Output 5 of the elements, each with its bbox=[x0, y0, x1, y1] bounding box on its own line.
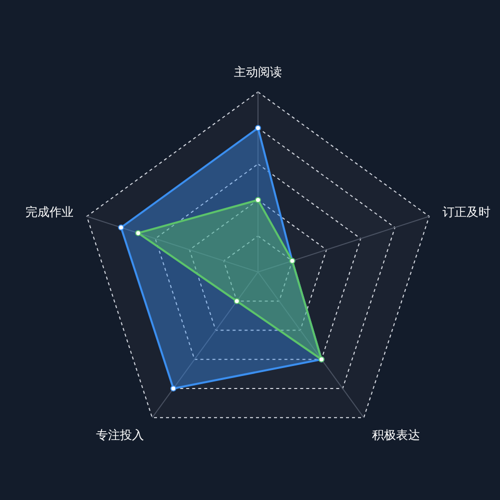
spoke-label: 主动阅读 bbox=[234, 65, 282, 79]
spoke-label: 完成作业 bbox=[25, 205, 74, 220]
spoke-label: 专注投入 bbox=[96, 428, 144, 442]
spoke-label: 订正及时 bbox=[442, 205, 491, 220]
spoke-label: 积极表达 bbox=[372, 428, 420, 442]
